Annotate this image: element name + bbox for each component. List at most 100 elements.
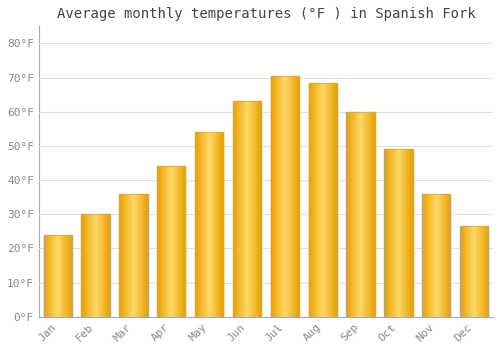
Bar: [368, 112, 369, 317]
Bar: [107, 214, 108, 317]
Bar: [257, 102, 258, 317]
Bar: [422, 194, 450, 317]
Bar: [298, 76, 299, 317]
Bar: [356, 112, 357, 317]
Bar: [313, 83, 314, 317]
Bar: [128, 194, 129, 317]
Bar: [197, 132, 198, 317]
Bar: [90, 214, 92, 317]
Bar: [475, 226, 476, 317]
Bar: [449, 194, 450, 317]
Bar: [277, 76, 278, 317]
Bar: [88, 214, 89, 317]
Bar: [346, 112, 347, 317]
Bar: [335, 83, 336, 317]
Bar: [407, 149, 408, 317]
Bar: [285, 76, 286, 317]
Bar: [394, 149, 395, 317]
Bar: [163, 166, 164, 317]
Bar: [286, 76, 287, 317]
Bar: [292, 76, 294, 317]
Bar: [446, 194, 447, 317]
Bar: [218, 132, 219, 317]
Bar: [319, 83, 320, 317]
Bar: [358, 112, 359, 317]
Bar: [365, 112, 366, 317]
Bar: [174, 166, 175, 317]
Bar: [215, 132, 216, 317]
Bar: [83, 214, 84, 317]
Bar: [240, 102, 242, 317]
Bar: [308, 83, 337, 317]
Bar: [259, 102, 260, 317]
Bar: [404, 149, 405, 317]
Bar: [57, 235, 58, 317]
Bar: [280, 76, 281, 317]
Bar: [104, 214, 105, 317]
Bar: [46, 235, 47, 317]
Bar: [169, 166, 170, 317]
Bar: [352, 112, 353, 317]
Bar: [126, 194, 127, 317]
Bar: [294, 76, 295, 317]
Bar: [139, 194, 140, 317]
Bar: [364, 112, 365, 317]
Bar: [239, 102, 240, 317]
Bar: [252, 102, 254, 317]
Bar: [233, 102, 261, 317]
Bar: [202, 132, 203, 317]
Bar: [270, 76, 299, 317]
Bar: [95, 214, 96, 317]
Bar: [467, 226, 468, 317]
Bar: [160, 166, 162, 317]
Bar: [385, 149, 386, 317]
Bar: [445, 194, 446, 317]
Bar: [70, 235, 71, 317]
Bar: [52, 235, 53, 317]
Bar: [482, 226, 484, 317]
Bar: [308, 83, 309, 317]
Bar: [334, 83, 335, 317]
Bar: [164, 166, 165, 317]
Bar: [216, 132, 217, 317]
Bar: [275, 76, 276, 317]
Bar: [168, 166, 169, 317]
Bar: [141, 194, 142, 317]
Title: Average monthly temperatures (°F ) in Spanish Fork: Average monthly temperatures (°F ) in Sp…: [56, 7, 476, 21]
Bar: [479, 226, 480, 317]
Bar: [44, 235, 45, 317]
Bar: [209, 132, 210, 317]
Bar: [222, 132, 224, 317]
Bar: [392, 149, 394, 317]
Bar: [314, 83, 315, 317]
Bar: [408, 149, 409, 317]
Bar: [221, 132, 222, 317]
Bar: [425, 194, 426, 317]
Bar: [442, 194, 444, 317]
Bar: [315, 83, 316, 317]
Bar: [355, 112, 356, 317]
Bar: [127, 194, 128, 317]
Bar: [367, 112, 368, 317]
Bar: [386, 149, 387, 317]
Bar: [199, 132, 200, 317]
Bar: [384, 149, 385, 317]
Bar: [62, 235, 64, 317]
Bar: [432, 194, 434, 317]
Bar: [384, 149, 412, 317]
Bar: [272, 76, 273, 317]
Bar: [47, 235, 48, 317]
Bar: [98, 214, 99, 317]
Bar: [481, 226, 482, 317]
Bar: [175, 166, 176, 317]
Bar: [484, 226, 485, 317]
Bar: [278, 76, 279, 317]
Bar: [362, 112, 364, 317]
Bar: [423, 194, 424, 317]
Bar: [470, 226, 472, 317]
Bar: [146, 194, 147, 317]
Bar: [400, 149, 402, 317]
Bar: [159, 166, 160, 317]
Bar: [369, 112, 370, 317]
Bar: [158, 166, 159, 317]
